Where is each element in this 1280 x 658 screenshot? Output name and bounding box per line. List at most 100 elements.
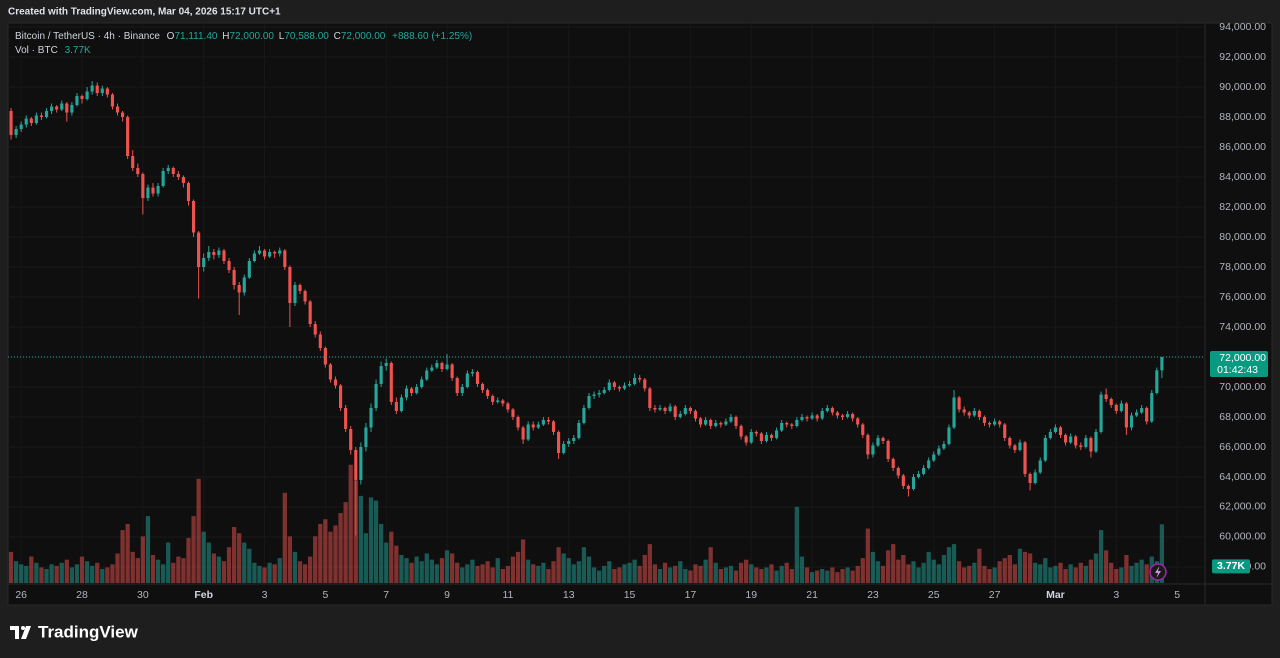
candle-body (1140, 407, 1144, 413)
candle-body (110, 94, 115, 107)
candle-body (516, 416, 520, 428)
candle-body (1084, 437, 1088, 447)
candle-body (551, 421, 556, 432)
candle-body (790, 424, 794, 426)
candle-body (1038, 460, 1042, 473)
volume-bar (394, 545, 399, 583)
candle-body (95, 85, 99, 94)
volume-title: Vol · BTC (15, 45, 58, 56)
candle-body (14, 129, 18, 136)
y-tick-label: 82,000.00 (1219, 201, 1266, 213)
volume-badge-label: 3.77K (1217, 560, 1245, 572)
volume-bar (155, 559, 161, 583)
candle-body (526, 424, 530, 440)
volume-bar (551, 561, 556, 583)
volume-bar (348, 464, 353, 583)
legend-label: L (279, 31, 285, 42)
volume-bar (673, 565, 678, 583)
candle-body (486, 389, 490, 396)
candle-body (465, 373, 469, 387)
volume-bar (749, 564, 754, 583)
candle-body (668, 406, 672, 411)
volume-bar (992, 567, 997, 583)
legend-value: 72,000.00 (229, 31, 274, 42)
candle-body (967, 412, 971, 416)
y-tick-label: 60,000.00 (1219, 531, 1266, 543)
volume-bar (363, 533, 369, 583)
candle-body (470, 371, 474, 374)
candle-body (886, 440, 890, 459)
x-tick-label: Mar (1046, 589, 1065, 601)
alert-icon[interactable] (1149, 563, 1167, 581)
candle-body (374, 383, 378, 408)
candle-body (1074, 436, 1078, 446)
volume-bar (414, 556, 419, 583)
candle-body (1069, 436, 1073, 443)
candle-body (1114, 404, 1118, 411)
candle-body (364, 427, 368, 447)
volume-bar (703, 559, 708, 583)
candle-body (704, 419, 708, 425)
x-tick-label: 30 (137, 589, 149, 601)
volume-bar (105, 567, 110, 583)
volume-bar (333, 525, 338, 583)
candle-body (455, 377, 459, 393)
x-tick-label: 21 (806, 589, 818, 601)
volume-bar (946, 547, 952, 583)
volume-bar (931, 559, 936, 583)
candle-body (1003, 424, 1007, 438)
volume-bar (252, 562, 257, 583)
y-tick-label: 62,000.00 (1219, 501, 1266, 513)
candle-body (24, 118, 28, 125)
candle-body (780, 422, 784, 431)
volume-bar (196, 478, 201, 583)
volume-bar (541, 562, 546, 583)
volume-bar (906, 564, 911, 583)
candle-body (1053, 427, 1058, 432)
volume-bar (135, 558, 140, 583)
candle-body (1129, 415, 1134, 428)
candle-body (1094, 431, 1098, 452)
volume-bar (272, 564, 277, 583)
candle-body (572, 437, 576, 441)
volume-bar (972, 562, 977, 583)
volume-bar (495, 558, 500, 583)
volume-bar (1007, 555, 1012, 583)
candle-body (612, 382, 616, 387)
candle-body (663, 407, 667, 411)
volume-bar (1053, 565, 1058, 583)
volume-bar (171, 562, 176, 583)
volume-bar (226, 547, 232, 583)
volume-bar (744, 559, 749, 583)
candle-body (830, 407, 834, 413)
candle-body (633, 377, 637, 384)
candle-body (80, 96, 84, 100)
candle-body (1119, 403, 1123, 411)
volume-bar (500, 569, 505, 583)
volume-bar (24, 565, 29, 583)
candle-body (749, 431, 753, 443)
candle-body (952, 397, 956, 428)
y-tick-label: 74,000.00 (1219, 321, 1266, 333)
volume-bar (505, 565, 511, 583)
candle-body (44, 111, 49, 118)
countdown-label: 01:42:43 (1217, 364, 1258, 376)
volume-bar (820, 569, 825, 583)
candle-body (881, 437, 885, 441)
volume-bar (125, 523, 130, 583)
volume-bar (409, 562, 414, 583)
candle-body (607, 382, 611, 390)
x-tick-label: 5 (1174, 589, 1180, 601)
volume-bar (956, 561, 962, 583)
candle-body (557, 431, 561, 453)
candle-body (840, 415, 845, 417)
candle-body (389, 362, 393, 402)
volume-bar (247, 548, 252, 583)
volume-bar (313, 536, 318, 583)
volume-bar (379, 523, 384, 583)
volume-bar (510, 556, 516, 583)
x-tick-label: 23 (867, 589, 879, 601)
candle-body (506, 403, 510, 410)
volume-bar (444, 550, 450, 583)
volume-bar (652, 564, 658, 583)
